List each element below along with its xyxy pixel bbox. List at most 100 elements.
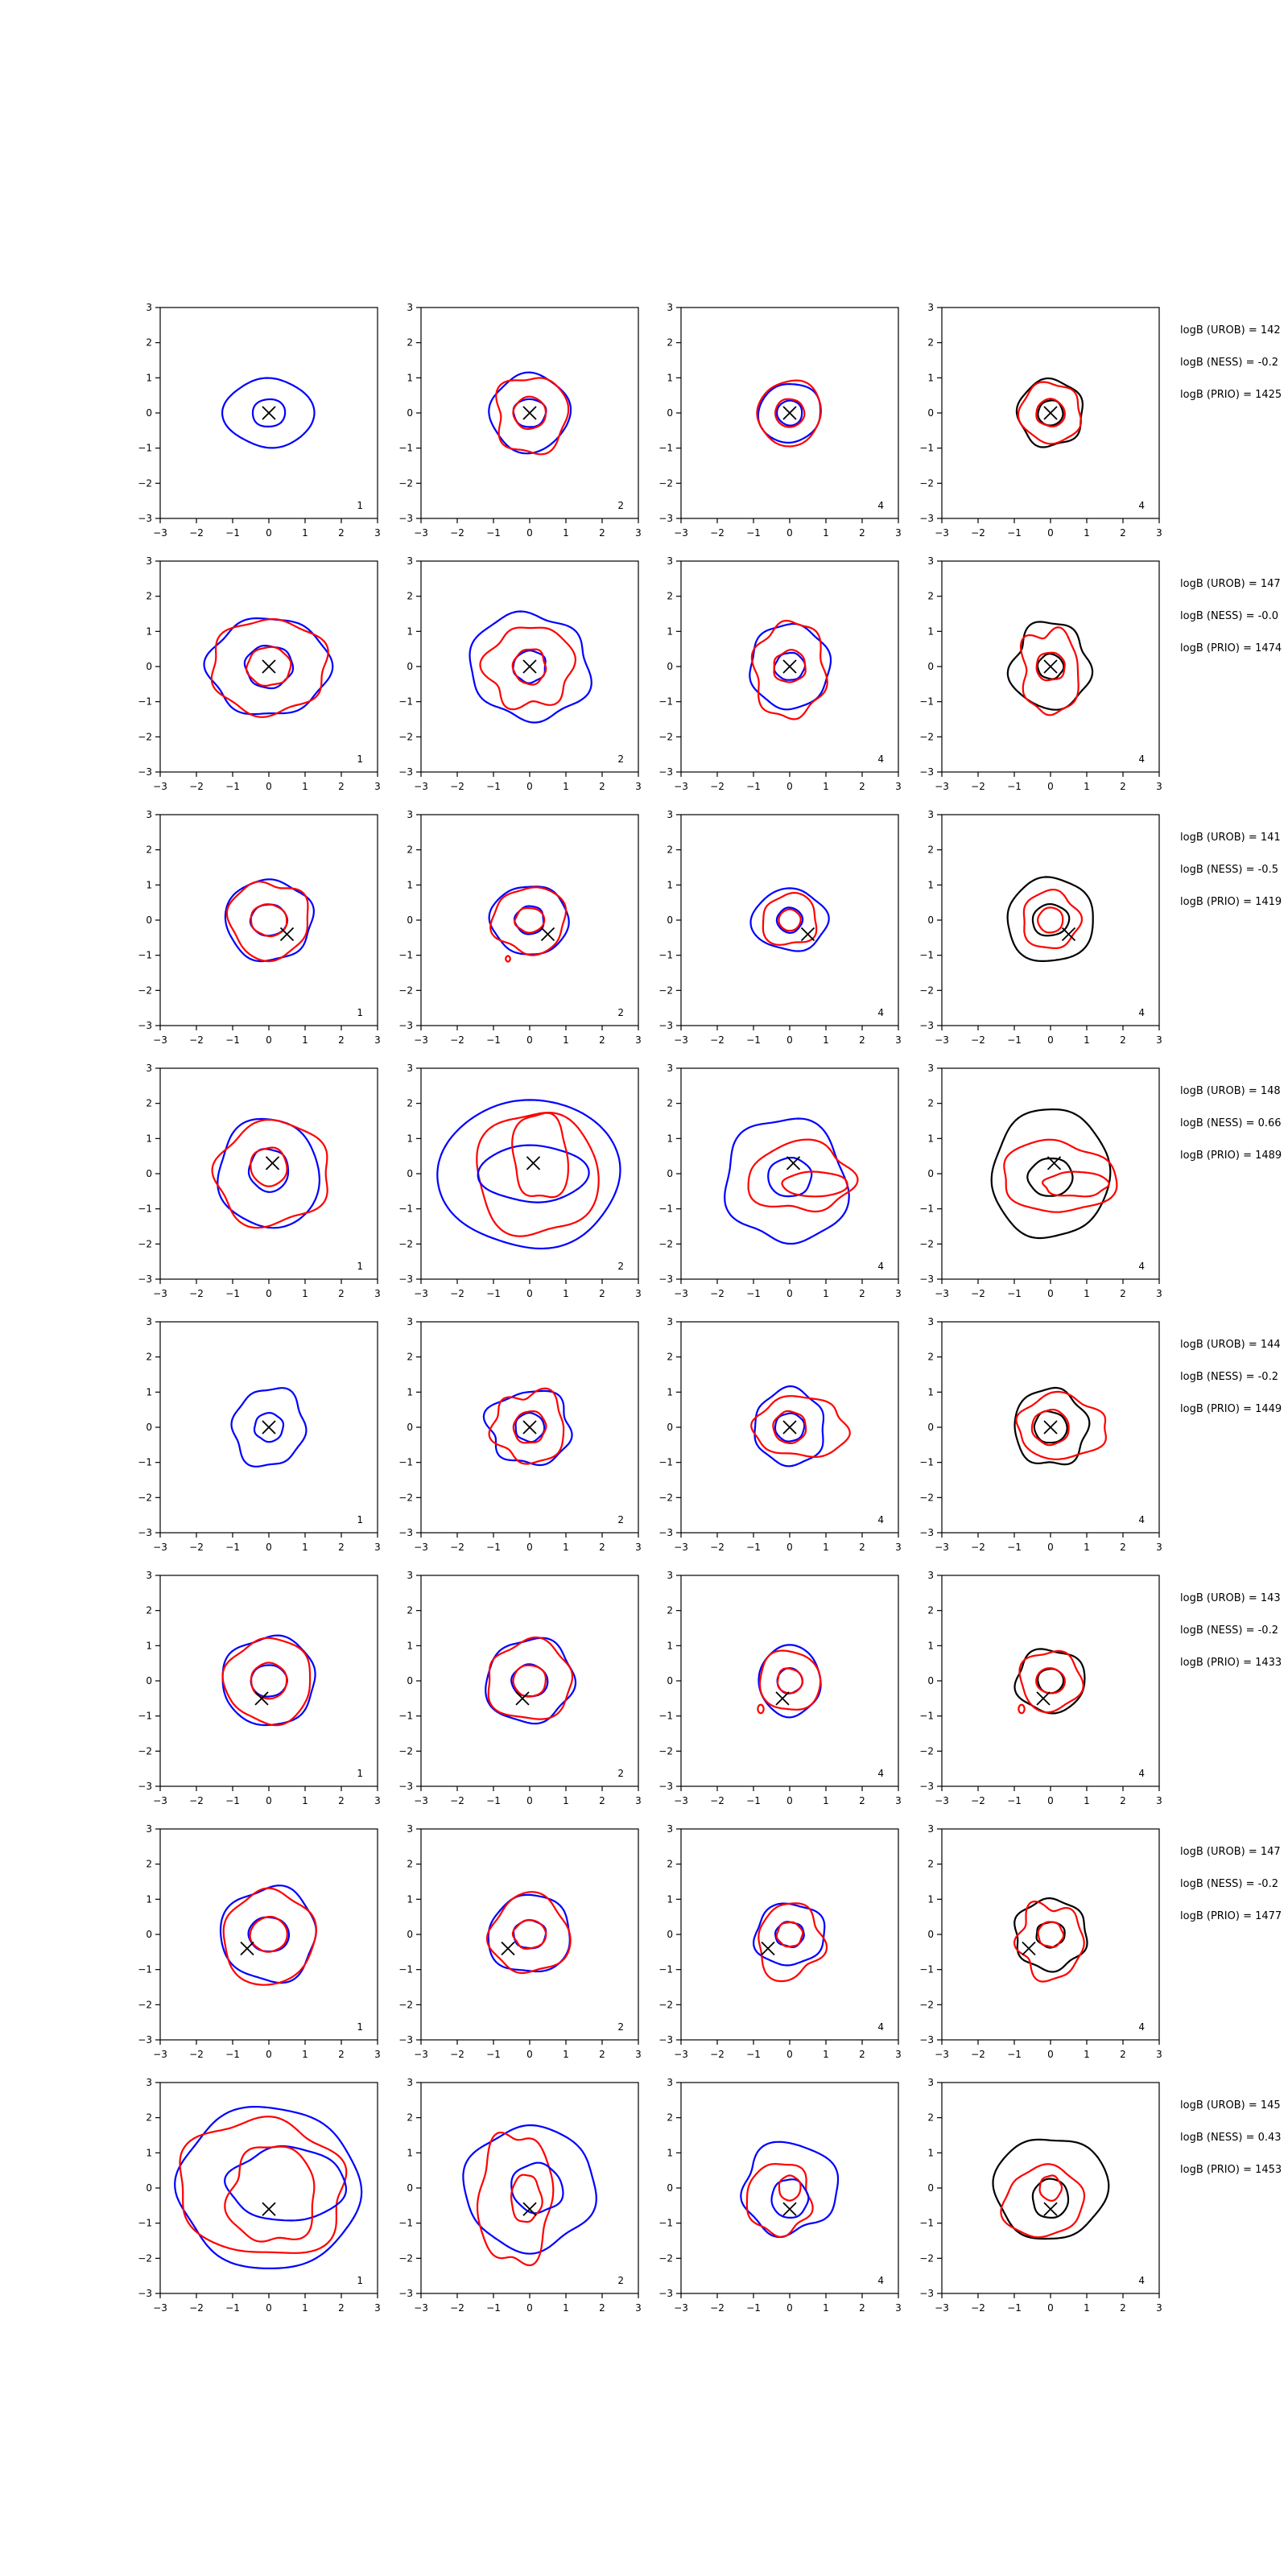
x-tick-label: 2 [1120, 1034, 1126, 1046]
panel-corner-label: 4 [877, 1261, 884, 1272]
marker-x [1043, 1420, 1058, 1435]
panel-corner-label: 2 [617, 2275, 624, 2286]
x-tick-label: 2 [338, 1034, 345, 1046]
x-tick-label: 3 [1156, 2302, 1162, 2314]
y-tick-label: −1 [658, 1203, 673, 1215]
x-tick-label: 2 [599, 527, 605, 539]
contour-red-4 [512, 395, 547, 430]
y-tick-label: −1 [919, 1203, 934, 1215]
x-tick-label: 0 [1047, 1034, 1054, 1046]
y-tick-label: 0 [927, 661, 934, 672]
y-tick-label: 1 [407, 2147, 413, 2158]
contours [740, 2140, 840, 2239]
contours [749, 619, 832, 720]
y-tick-label: −2 [138, 2252, 152, 2264]
y-tick-label: −1 [138, 696, 152, 708]
panel-corner-label: 4 [1138, 1261, 1145, 1272]
contour-red-4 [510, 2174, 543, 2223]
x-tick-label: −2 [971, 1795, 985, 1806]
contour-red-4 [250, 1662, 288, 1700]
y-tick-label: 3 [146, 2077, 152, 2088]
y-tick-label: 0 [667, 1929, 673, 1940]
contour-blue-1 [749, 622, 832, 711]
logb-annotation: logB (UROB) = 147 [1180, 1846, 1281, 1858]
y-tick-label: 0 [407, 1422, 413, 1433]
y-tick-label: 2 [407, 2112, 413, 2124]
x-tick-label: −1 [746, 1034, 761, 1046]
y-tick-label: 2 [146, 1352, 152, 1363]
y-tick-label: 3 [146, 809, 152, 820]
y-tick-label: −2 [138, 985, 152, 996]
logb-annotation: logB (NESS) = 0.43 [1180, 2132, 1282, 2144]
x-tick-label: 3 [374, 527, 381, 539]
x-tick-label: −1 [486, 1034, 501, 1046]
y-tick-label: −2 [398, 731, 413, 742]
panel-corner-label: 4 [1138, 1768, 1145, 1779]
figure-row-1: −3−3−2−2−1−1001122331−3−3−2−2−1−10011223… [138, 302, 1282, 539]
panel-r6-c1: −3−3 −2 −2 −1 −1 0 0 1 1 2 2 3 3 1 [138, 1570, 381, 1806]
x-tick-label: −3 [414, 1288, 428, 1299]
x-tick-label: 3 [895, 1288, 902, 1299]
y-tick-label: −3 [138, 2288, 152, 2299]
panel-corner-label: 4 [1138, 1514, 1145, 1525]
contours [482, 1387, 573, 1467]
x-tick-label: 1 [563, 2302, 569, 2314]
y-tick-label: −1 [919, 2218, 934, 2229]
logb-annotation: logB (PRIO) = 1433 [1180, 1657, 1282, 1669]
y-tick-label: −3 [658, 1020, 673, 1031]
y-tick-label: 0 [407, 661, 413, 672]
y-tick-label: −1 [138, 1964, 152, 1975]
y-tick-label: −3 [398, 766, 413, 778]
y-tick-label: 2 [407, 1098, 413, 1109]
logb-annotation: logB (PRIO) = 1489 [1180, 1150, 1282, 1162]
contour-black-3 [1033, 1410, 1068, 1444]
x-tick-label: −2 [189, 1034, 204, 1046]
panel-corner-label: 4 [877, 1768, 884, 1779]
x-tick-label: −1 [225, 2302, 240, 2314]
x-tick-label: 1 [563, 527, 569, 539]
x-tick-label: 3 [1156, 1542, 1162, 1553]
panel-r8-c2: −3−3 −2 −2 −1 −1 0 0 1 1 2 2 3 3 2 [398, 2077, 642, 2314]
y-tick-label: −3 [658, 2288, 673, 2299]
y-tick-label: 2 [927, 337, 934, 349]
x-tick-label: 2 [338, 781, 345, 792]
x-tick-label: −1 [746, 1288, 761, 1299]
marker-x [265, 1156, 280, 1170]
contour-red-4 [772, 1410, 807, 1444]
contour-blue-1 [224, 878, 315, 963]
y-tick-label: 0 [667, 661, 673, 672]
panel-r1-c2: −3−3 −2 −2 −1 −1 0 0 1 1 2 2 3 3 2 [398, 302, 642, 539]
panel-r2-c2: −3−3 −2 −2 −1 −1 0 0 1 1 2 2 3 3 2 [398, 555, 642, 792]
y-tick-label: 0 [667, 1422, 673, 1433]
y-tick-label: 2 [146, 337, 152, 349]
axes-frame [420, 1828, 639, 2041]
marker-x [800, 927, 815, 942]
panel-corner-label: 4 [1138, 1007, 1145, 1018]
marker-x [1046, 1156, 1062, 1170]
y-tick-label: −2 [919, 1492, 934, 1503]
x-tick-label: 1 [823, 2302, 829, 2314]
axes-frame [420, 814, 639, 1026]
x-tick-label: −3 [153, 781, 167, 792]
contour-black-1 [990, 1108, 1112, 1240]
x-tick-label: −1 [225, 1542, 240, 1553]
contours [1006, 876, 1094, 962]
y-tick-label: −1 [658, 443, 673, 454]
x-tick-label: 3 [635, 527, 642, 539]
y-tick-label: 0 [407, 2182, 413, 2194]
x-tick-label: 2 [1120, 1288, 1126, 1299]
contour-red-2 [1003, 1138, 1118, 1213]
panel-corner-label: 1 [357, 2021, 363, 2033]
y-tick-label: 0 [667, 914, 673, 926]
x-tick-label: −2 [710, 781, 724, 792]
y-tick-label: 3 [407, 302, 413, 313]
marker-x [501, 1941, 515, 1956]
x-tick-label: −3 [935, 1288, 949, 1299]
y-tick-label: −2 [138, 731, 152, 742]
x-tick-label: 1 [302, 2302, 308, 2314]
y-tick-label: 1 [927, 625, 934, 637]
y-tick-label: 3 [146, 1570, 152, 1581]
x-tick-label: −3 [674, 2049, 688, 2060]
contour-black-3 [1031, 2178, 1070, 2219]
y-tick-label: 3 [667, 2077, 673, 2088]
